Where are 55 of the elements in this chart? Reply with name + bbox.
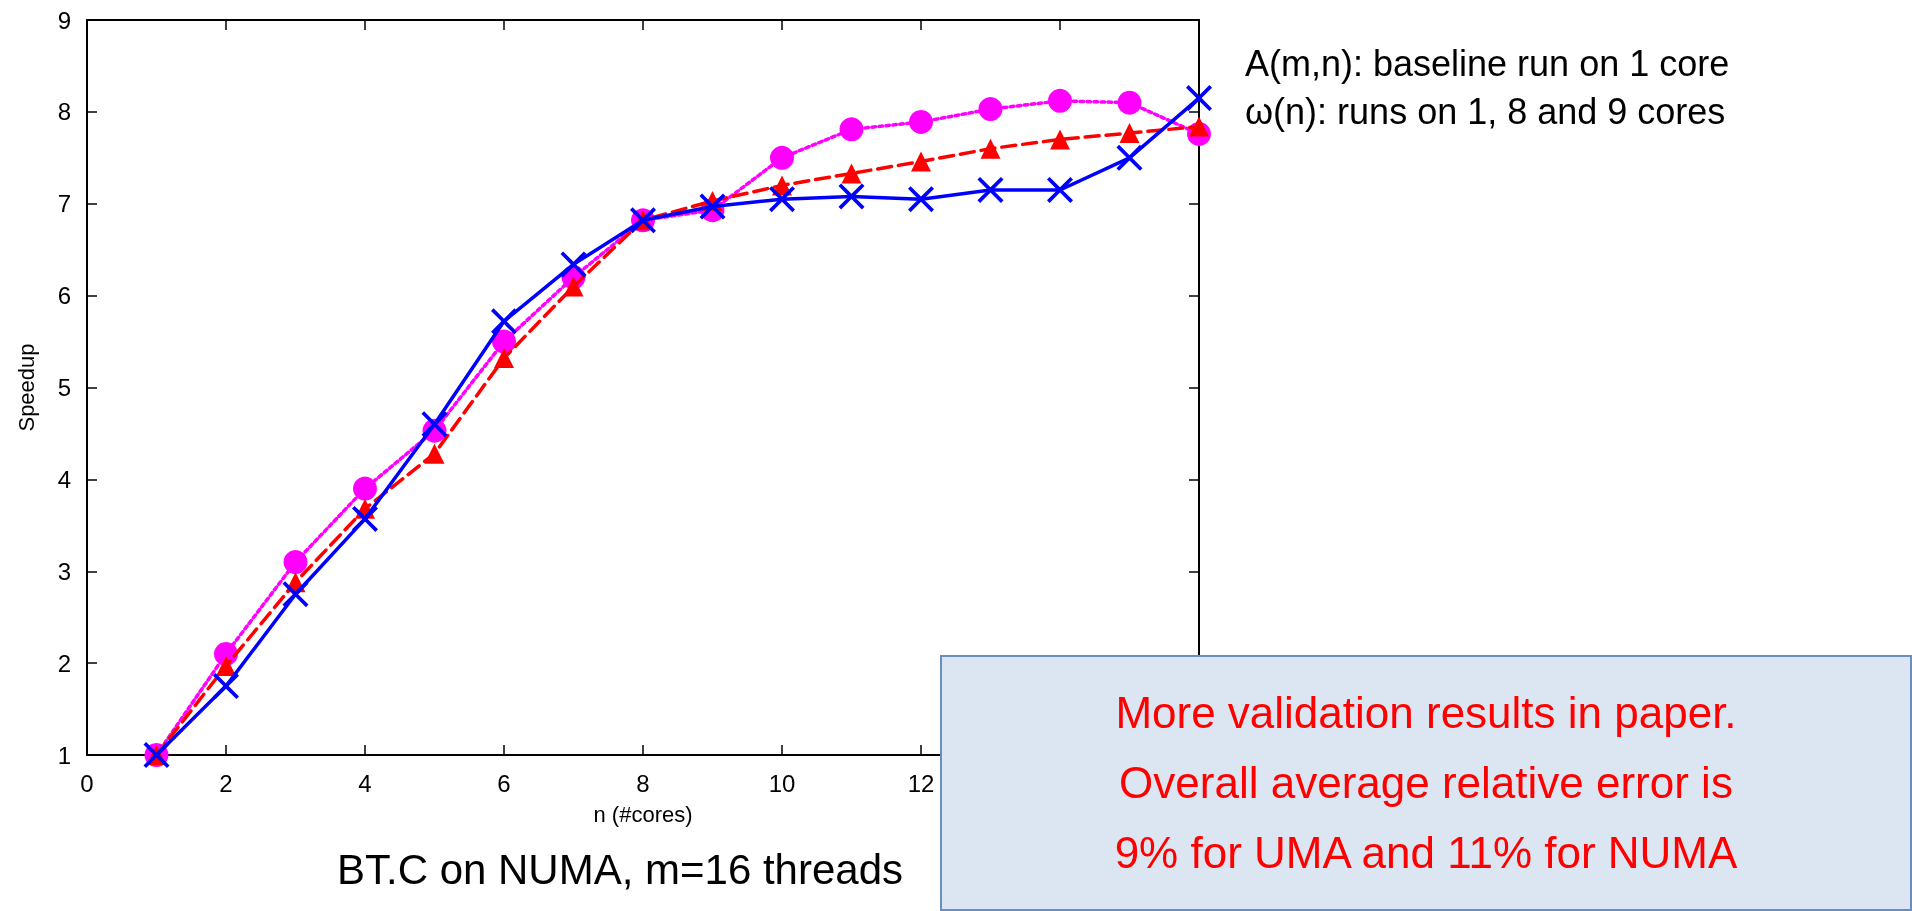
x-tick-label: 8 bbox=[636, 769, 650, 797]
point bbox=[1048, 88, 1072, 113]
text: BT.C on NUMA, m=16 threads bbox=[336, 845, 904, 893]
y-tick-label: 7 bbox=[57, 190, 71, 218]
point bbox=[770, 145, 794, 170]
point bbox=[352, 505, 378, 532]
y-axis-title: Speedup bbox=[13, 343, 39, 432]
point bbox=[699, 193, 726, 220]
point bbox=[283, 550, 308, 575]
point bbox=[841, 163, 862, 184]
point bbox=[839, 117, 864, 142]
point bbox=[213, 673, 239, 700]
point bbox=[494, 348, 514, 369]
point bbox=[769, 186, 795, 213]
point bbox=[1047, 176, 1073, 203]
x-axis-title: n (#cores) bbox=[593, 801, 693, 827]
point bbox=[1117, 90, 1142, 115]
point bbox=[563, 276, 584, 297]
point bbox=[491, 308, 517, 335]
y-tick-label: 4 bbox=[57, 465, 71, 493]
y-tick-label: 5 bbox=[57, 374, 71, 401]
y-tick-label: 6 bbox=[57, 282, 71, 310]
y-tick-label: 9 bbox=[57, 6, 71, 34]
point bbox=[560, 251, 587, 278]
point bbox=[1050, 129, 1070, 150]
x-tick-label: 0 bbox=[80, 769, 94, 797]
text: ω(n): runs on 1, 8 and 9 cores bbox=[1245, 90, 1726, 132]
y-tick-label: 2 bbox=[57, 649, 71, 677]
point bbox=[1189, 116, 1209, 137]
point bbox=[977, 176, 1004, 203]
y-tick-label: 1 bbox=[57, 741, 71, 769]
x-tick-label: 2 bbox=[219, 769, 233, 797]
point bbox=[838, 183, 865, 210]
point bbox=[908, 186, 934, 213]
text-box: More validation results in paper. Overall average relative error is 9% for UMA and 11% for NUMA bbox=[940, 655, 1912, 911]
point bbox=[980, 138, 1001, 159]
point bbox=[216, 655, 236, 676]
x-tick-label: 6 bbox=[497, 769, 511, 797]
point bbox=[424, 443, 445, 464]
point bbox=[978, 97, 1003, 122]
x-tick-label: 4 bbox=[358, 769, 372, 797]
x-tick-label: 12 bbox=[907, 769, 935, 797]
y-tick-label: 3 bbox=[57, 557, 71, 585]
y-tick-label: 8 bbox=[57, 98, 71, 126]
point bbox=[282, 581, 309, 608]
point bbox=[1186, 85, 1212, 112]
point bbox=[911, 151, 931, 172]
annotation: More validation results in paper. Overall average relative error is 9% for UMA and 11% for NUMA bbox=[1113, 687, 1739, 879]
point bbox=[421, 411, 448, 438]
text: A(m,n): baseline run on 1 core bbox=[1245, 42, 1730, 84]
point bbox=[1116, 144, 1143, 171]
point bbox=[353, 476, 377, 501]
point bbox=[1119, 123, 1140, 144]
point bbox=[909, 109, 933, 134]
x-tick-label: 10 bbox=[768, 769, 796, 797]
